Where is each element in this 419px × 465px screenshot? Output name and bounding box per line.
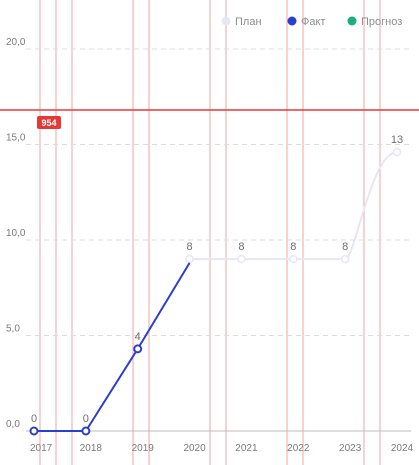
y-tick-label: 10,0: [6, 228, 26, 239]
x-tick-label: 2018: [80, 443, 103, 454]
y-tick-label: 0,0: [6, 419, 20, 430]
data-label: 0: [31, 413, 37, 425]
data-point[interactable]: [392, 147, 402, 157]
vertical-red-lines: [39, 0, 381, 465]
legend-label: Прогноз: [361, 16, 402, 28]
data-label: 4: [135, 331, 141, 343]
x-axis: 2017 2018 2019 2020 2021 2022 2023 2024: [30, 443, 414, 454]
x-tick-label: 2017: [30, 443, 53, 454]
legend-swatch: [287, 16, 297, 26]
legend-item-Факт[interactable]: Факт: [287, 16, 326, 28]
legend-item-План[interactable]: План: [221, 16, 262, 28]
y-tick-label: 15,0: [6, 133, 26, 144]
data-point[interactable]: [133, 344, 143, 354]
x-tick-label: 2023: [339, 443, 362, 454]
x-tick-label: 2024: [391, 443, 414, 454]
data-point[interactable]: [340, 254, 350, 264]
y-tick-label: 20,0: [6, 37, 26, 48]
grid: [26, 48, 411, 432]
legend-label: План: [235, 16, 262, 28]
series-line-Факт: [34, 262, 191, 432]
x-tick-label: 2021: [235, 443, 258, 454]
legend[interactable]: План Факт Прогноз: [221, 16, 403, 28]
data-point[interactable]: [29, 426, 39, 436]
data-label: 8: [342, 241, 348, 253]
x-tick-label: 2019: [132, 443, 155, 454]
data-label: 8: [238, 241, 244, 253]
data-labels: 8 8 8 8 13 0 0 4: [31, 134, 403, 425]
data-label: 0: [83, 413, 89, 425]
y-tick-label: 5,0: [6, 324, 20, 335]
legend-swatch: [221, 16, 231, 26]
x-tick-label: 2020: [183, 443, 206, 454]
series-layer: [29, 147, 402, 436]
reference-line: 954: [0, 109, 419, 129]
legend-label: Факт: [301, 16, 325, 28]
y-axis: 0,0 5,0 10,0 15,0 20,0: [6, 37, 26, 430]
data-label: 8: [187, 241, 193, 253]
data-point[interactable]: [81, 426, 91, 436]
x-tick-label: 2022: [287, 443, 310, 454]
data-point[interactable]: [185, 254, 194, 264]
reference-flag: [37, 116, 61, 129]
data-label: 13: [391, 134, 403, 146]
data-point[interactable]: [237, 254, 246, 264]
data-point[interactable]: [289, 254, 298, 264]
legend-item-Прогноз[interactable]: Прогноз: [347, 16, 403, 28]
reference-flag-label: 954: [41, 118, 56, 128]
legend-swatch: [347, 16, 357, 26]
data-label: 8: [290, 241, 296, 253]
